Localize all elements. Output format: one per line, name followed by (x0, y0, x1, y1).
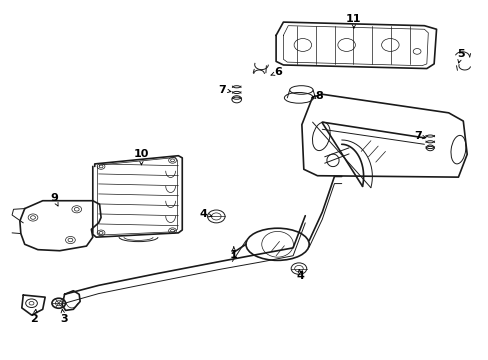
Text: 3: 3 (60, 314, 67, 324)
Text: 10: 10 (133, 149, 149, 159)
Text: 11: 11 (346, 14, 361, 23)
Text: 1: 1 (229, 250, 237, 260)
Text: 7: 7 (218, 85, 226, 95)
Text: 8: 8 (314, 91, 322, 101)
Text: 7: 7 (414, 131, 422, 141)
Text: 4: 4 (296, 271, 304, 281)
Text: 5: 5 (456, 49, 464, 59)
Text: 2: 2 (31, 314, 38, 324)
Text: 6: 6 (274, 67, 282, 77)
Text: 9: 9 (50, 193, 58, 203)
Text: 4: 4 (199, 209, 207, 219)
